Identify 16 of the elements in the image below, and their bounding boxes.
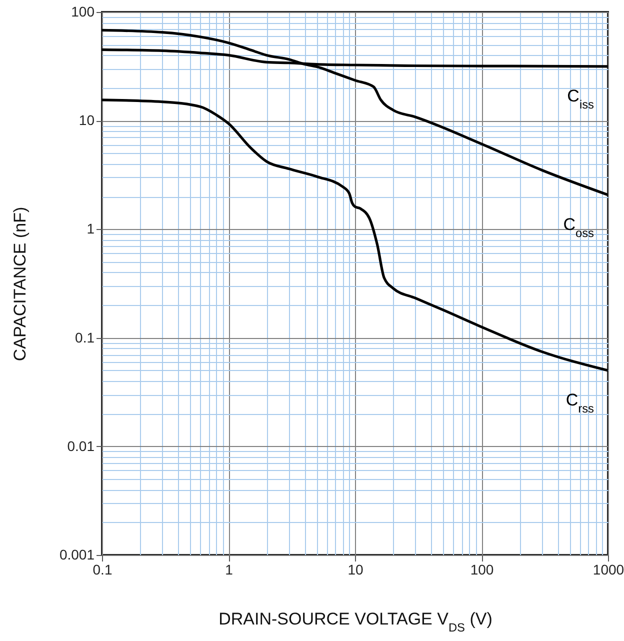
y-tick-label: 0.001	[59, 546, 95, 562]
series-label: C$_{oss}$	[563, 214, 594, 240]
x-tick-label: 100	[470, 562, 494, 578]
series-label: C$_{iss}$	[567, 86, 594, 112]
x-tick-label: 10	[348, 562, 364, 578]
x-tick-label: 1	[225, 562, 234, 578]
y-tick-label: 0.01	[67, 438, 95, 454]
x-tick-label: 1000	[592, 562, 624, 578]
series-label: C$_{rss}$	[566, 390, 594, 416]
y-tick-label: 100	[71, 4, 95, 20]
y-tick-label: 0.1	[75, 329, 95, 346]
y-axis-title: CAPACITANCE (nF)	[10, 206, 30, 362]
x-tick-label: 0.1	[92, 562, 112, 578]
y-tick-label: 1	[86, 220, 95, 237]
x-axis-title: DRAIN-SOURCE VOLTAGE V$_{DS}$ (V)	[218, 610, 492, 634]
y-tick-label: 10	[78, 112, 95, 128]
